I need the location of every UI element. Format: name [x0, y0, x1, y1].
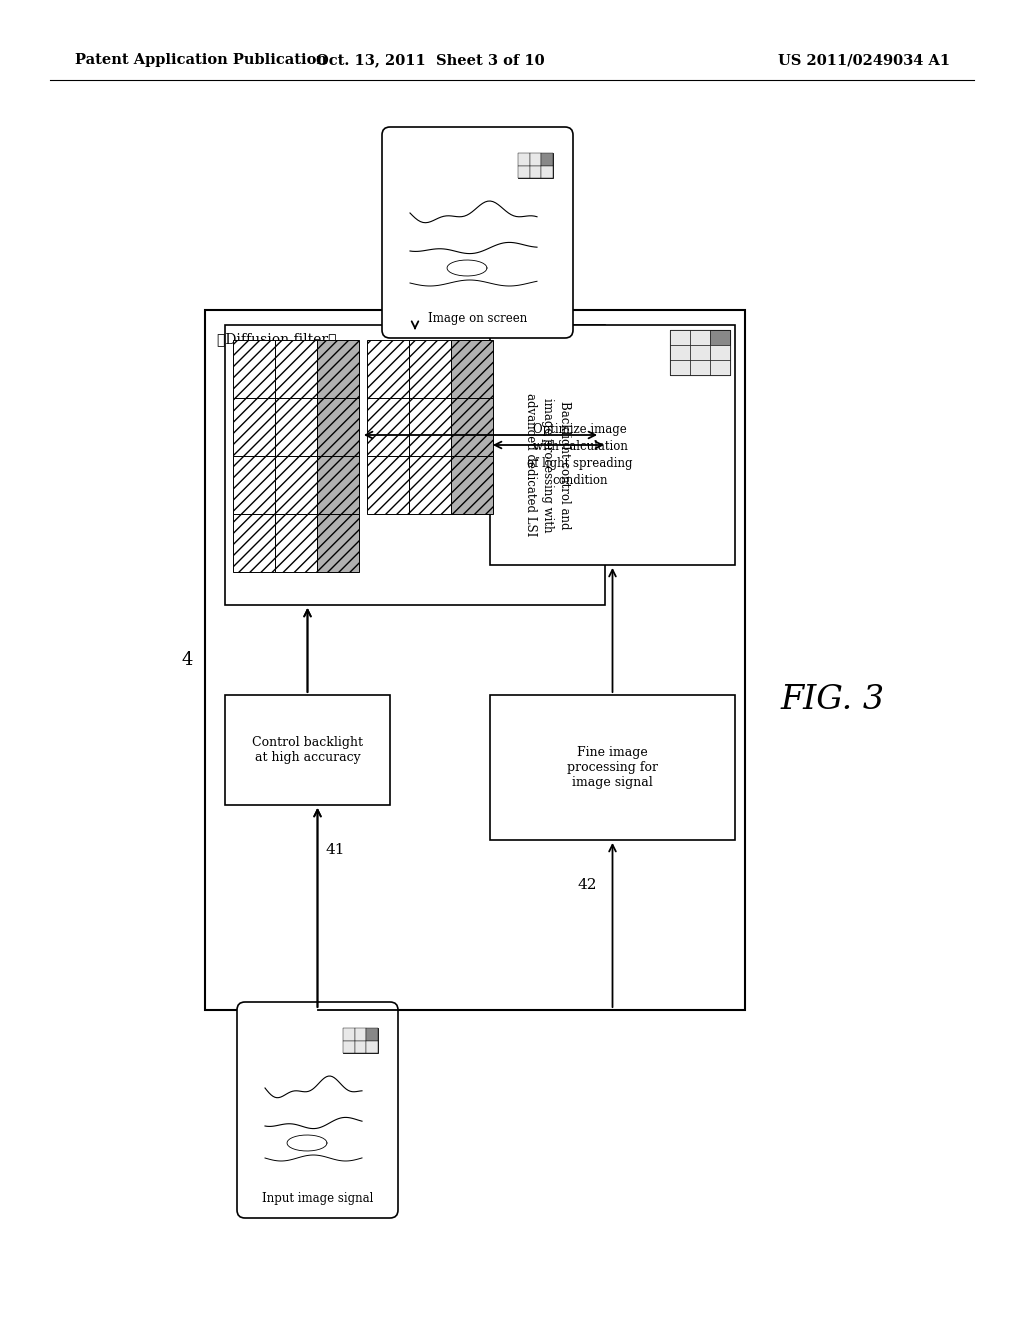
Bar: [367, 1028, 378, 1040]
Bar: [225, 696, 390, 805]
Bar: [690, 330, 710, 345]
Bar: [317, 455, 359, 513]
Bar: [670, 330, 730, 375]
Bar: [542, 153, 553, 165]
Bar: [529, 165, 542, 178]
Bar: [275, 341, 317, 399]
Bar: [233, 455, 275, 513]
Bar: [275, 513, 317, 572]
Bar: [275, 455, 317, 513]
Bar: [225, 325, 605, 605]
Bar: [317, 341, 359, 399]
Bar: [367, 399, 409, 455]
Bar: [205, 310, 745, 1010]
Text: FIG. 3: FIG. 3: [780, 684, 884, 715]
Bar: [233, 513, 275, 572]
Text: US 2011/0249034 A1: US 2011/0249034 A1: [778, 53, 950, 67]
Bar: [710, 330, 730, 345]
Bar: [343, 1040, 354, 1053]
Bar: [710, 345, 730, 360]
Bar: [409, 455, 451, 513]
Bar: [518, 153, 529, 165]
Text: Optimize image
with calculation
of light spreading
condition: Optimize image with calculation of light…: [527, 422, 633, 487]
Bar: [317, 513, 359, 572]
Bar: [518, 153, 553, 178]
Bar: [275, 399, 317, 455]
Bar: [233, 341, 275, 399]
Bar: [690, 345, 710, 360]
Bar: [451, 399, 493, 455]
Bar: [710, 360, 730, 375]
Bar: [317, 399, 359, 455]
Bar: [354, 1028, 367, 1040]
Bar: [529, 153, 542, 165]
Bar: [233, 399, 275, 455]
Text: Oct. 13, 2011  Sheet 3 of 10: Oct. 13, 2011 Sheet 3 of 10: [315, 53, 545, 67]
Bar: [690, 360, 710, 375]
Bar: [367, 1040, 378, 1053]
Text: Image on screen: Image on screen: [428, 312, 527, 325]
Text: Fine image
processing for
image signal: Fine image processing for image signal: [567, 746, 658, 789]
Bar: [409, 341, 451, 399]
Bar: [451, 341, 493, 399]
Text: Control backlight
at high accuracy: Control backlight at high accuracy: [252, 737, 362, 764]
FancyBboxPatch shape: [237, 1002, 398, 1218]
Bar: [518, 165, 529, 178]
FancyBboxPatch shape: [382, 127, 573, 338]
Bar: [542, 165, 553, 178]
Bar: [367, 341, 409, 399]
Bar: [409, 399, 451, 455]
Text: 42: 42: [578, 878, 597, 892]
Bar: [670, 345, 690, 360]
Text: Backlight control and
image processing with
advanced dedicated LSI: Backlight control and image processing w…: [524, 393, 571, 537]
Bar: [343, 1028, 378, 1053]
Bar: [343, 1028, 354, 1040]
Text: Patent Application Publication: Patent Application Publication: [75, 53, 327, 67]
Bar: [490, 325, 735, 565]
Bar: [670, 330, 690, 345]
Text: 〈Diffusion filter〉: 〈Diffusion filter〉: [217, 333, 337, 346]
Bar: [670, 360, 690, 375]
Bar: [367, 455, 409, 513]
Bar: [490, 696, 735, 840]
Text: Input image signal: Input image signal: [262, 1192, 373, 1205]
Bar: [451, 455, 493, 513]
Text: 41: 41: [326, 843, 345, 857]
Bar: [354, 1040, 367, 1053]
Text: 4: 4: [181, 651, 193, 669]
